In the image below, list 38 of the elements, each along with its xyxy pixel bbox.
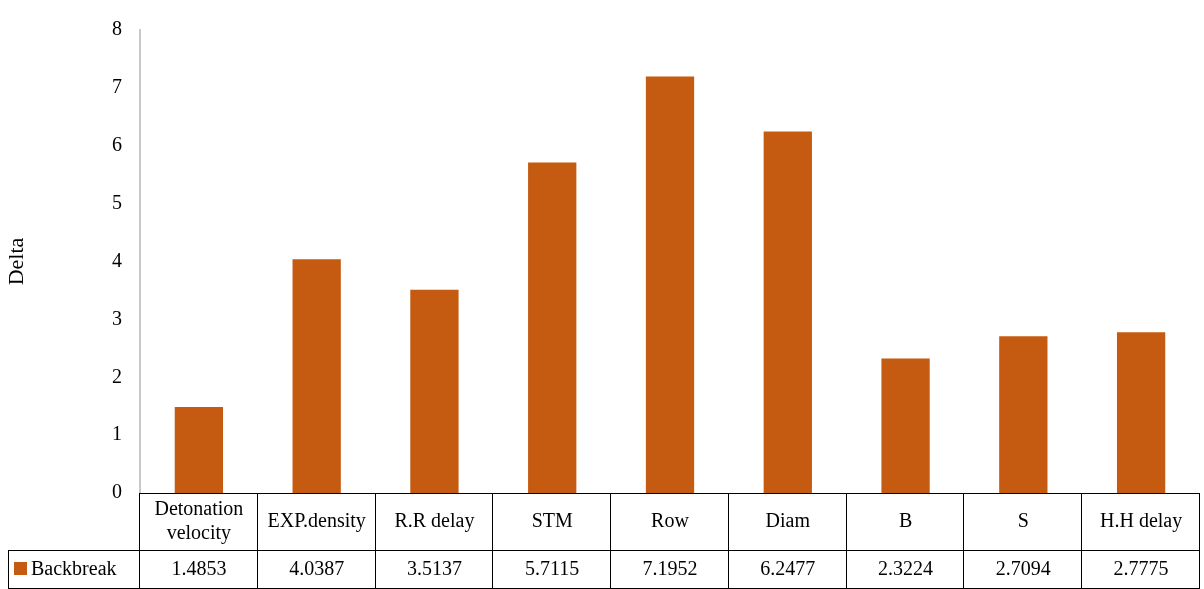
data-label: 2.3224 xyxy=(878,557,934,580)
x-tick-label: R.R delay xyxy=(394,508,475,532)
bar xyxy=(292,259,341,493)
bar xyxy=(881,358,930,493)
x-tick-label: Row xyxy=(651,508,690,531)
bar xyxy=(763,131,812,493)
data-label: 7.1952 xyxy=(642,557,698,580)
bar xyxy=(528,162,577,493)
x-tick-label: Diam xyxy=(765,508,811,531)
y-axis-title: Delta xyxy=(2,237,28,286)
data-label: 1.4853 xyxy=(171,557,227,580)
y-tick-label: 3 xyxy=(112,306,122,329)
bar xyxy=(999,336,1048,493)
y-tick-label: 2 xyxy=(112,364,122,387)
data-label: 5.7115 xyxy=(525,557,580,580)
y-tick-label: 4 xyxy=(112,248,122,271)
data-label: 3.5137 xyxy=(406,557,462,580)
y-tick-label: 6 xyxy=(112,133,122,155)
bar xyxy=(1116,332,1166,493)
bar xyxy=(174,407,224,493)
x-tick-label: EXP.density xyxy=(267,508,366,532)
data-label: 4.0387 xyxy=(289,557,345,580)
bar xyxy=(645,76,695,493)
legend-label: Backbreak xyxy=(31,557,117,580)
data-label: 6.2477 xyxy=(760,557,816,580)
x-tick-label: H.H delay xyxy=(1100,508,1183,532)
data-label: 2.7094 xyxy=(995,557,1051,580)
x-tick-label: STM xyxy=(531,508,573,531)
data-label: 2.7775 xyxy=(1113,557,1169,580)
x-tick-label: Detonation velocity xyxy=(154,496,244,544)
y-tick-label: 8 xyxy=(112,17,122,40)
x-tick-label: S xyxy=(1017,508,1029,531)
x-tick-label: B xyxy=(898,508,913,531)
y-tick-label: 1 xyxy=(112,422,122,445)
bar xyxy=(410,289,459,493)
y-tick-label: 7 xyxy=(112,75,122,98)
y-tick-label: 0 xyxy=(112,480,122,503)
y-tick-label: 5 xyxy=(112,190,122,213)
